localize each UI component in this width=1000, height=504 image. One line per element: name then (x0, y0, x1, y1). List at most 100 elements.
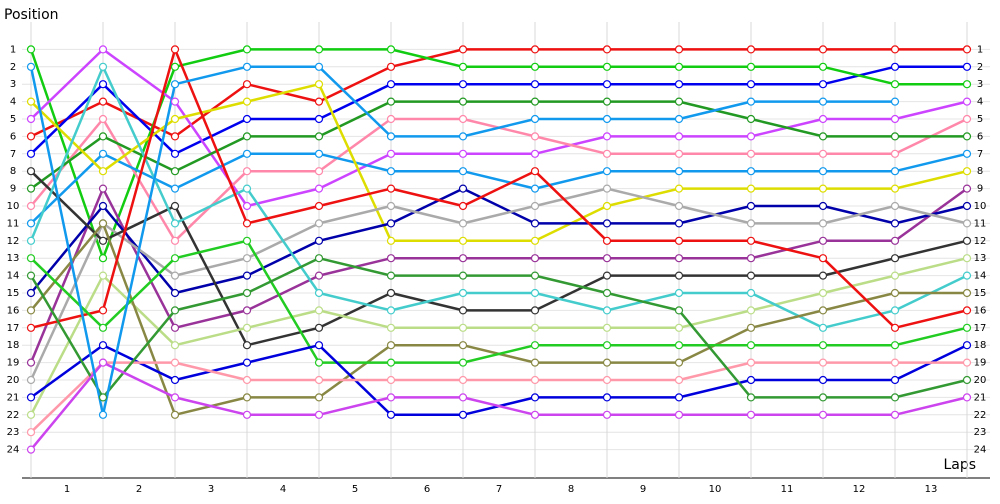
data-point (530, 167, 540, 176)
series-line (30, 48, 967, 138)
data-point (98, 341, 108, 350)
data-point (242, 114, 252, 124)
data-point (602, 201, 612, 211)
data-point (314, 341, 324, 350)
x-tick-label: 5 (352, 484, 358, 495)
data-point (242, 323, 252, 332)
data-point (746, 288, 756, 298)
data-point (962, 184, 972, 193)
y-tick-label: 5 (10, 114, 16, 125)
series-line (30, 239, 968, 364)
data-point (530, 80, 540, 89)
data-point (242, 80, 252, 89)
data-point (818, 254, 828, 263)
data-point (170, 149, 180, 158)
x-tick-label: 3 (208, 484, 214, 495)
data-point (386, 410, 396, 419)
y-tick-label: 13 (7, 253, 20, 264)
data-point (818, 62, 828, 71)
data-point (98, 323, 108, 332)
series-line (29, 65, 968, 330)
data-point (26, 184, 36, 193)
data-point (26, 445, 36, 454)
data-point (890, 62, 900, 71)
data-point (890, 393, 900, 402)
x-tick-label: 8 (568, 484, 574, 495)
y-tick-label-right: 4 (977, 97, 983, 108)
data-point (602, 393, 612, 402)
y-tick-label: 16 (7, 305, 20, 316)
data-point (746, 341, 756, 350)
y-tick-label-right: 5 (977, 114, 983, 125)
data-point (602, 306, 612, 315)
data-point (98, 114, 108, 124)
y-tick-label-right: 10 (974, 201, 987, 212)
data-point (242, 236, 252, 245)
data-point (386, 62, 396, 71)
data-point (530, 149, 540, 158)
data-point (674, 45, 684, 54)
data-point (98, 393, 108, 402)
data-point (962, 358, 972, 367)
data-point (26, 201, 36, 211)
data-point (242, 306, 252, 315)
data-point (530, 254, 540, 263)
data-point (314, 358, 324, 367)
y-tick-label-right: 13 (974, 253, 987, 264)
series-line (29, 187, 968, 364)
data-point (386, 236, 396, 245)
data-point (170, 323, 180, 332)
data-point (170, 306, 180, 315)
data-point (314, 375, 324, 385)
data-point (170, 132, 180, 141)
data-point (890, 236, 900, 245)
series-line (30, 82, 968, 243)
data-point (746, 271, 756, 280)
data-point (674, 236, 684, 245)
data-point (962, 80, 972, 89)
y-tick-label: 1 (10, 44, 16, 55)
y-tick-label-right: 9 (977, 184, 983, 195)
data-point (674, 254, 684, 263)
y-tick-label: 15 (7, 288, 20, 299)
data-point (818, 306, 828, 315)
data-point (818, 393, 828, 402)
data-point (746, 45, 756, 54)
data-point (458, 45, 468, 54)
data-point (890, 323, 900, 332)
data-point (26, 306, 36, 315)
data-point (386, 80, 396, 89)
data-point (746, 323, 756, 332)
data-point (386, 97, 396, 106)
data-point (962, 149, 972, 158)
data-point (26, 271, 36, 280)
data-point (530, 219, 540, 228)
data-point (98, 45, 108, 54)
data-point (746, 393, 756, 402)
data-point (674, 393, 684, 402)
y-tick-label: 12 (7, 236, 20, 247)
data-point (458, 201, 468, 211)
data-point (314, 167, 324, 176)
data-point (314, 149, 324, 158)
y-tick-label: 20 (7, 375, 20, 386)
data-point (314, 97, 324, 106)
data-point (242, 167, 252, 176)
data-point (314, 219, 324, 228)
y-tick-label: 9 (10, 184, 16, 195)
data-point (530, 375, 540, 385)
y-tick-label-right: 3 (977, 79, 983, 90)
x-axis-title: Laps (943, 457, 976, 473)
data-point (890, 80, 900, 89)
y-tick-label-right: 6 (977, 131, 983, 142)
data-point (818, 132, 828, 141)
data-point (314, 393, 324, 402)
data-point (746, 80, 756, 89)
data-point (674, 97, 684, 106)
series-line (29, 187, 968, 381)
y-tick-label: 4 (10, 97, 16, 108)
y-tick-label: 21 (7, 392, 20, 403)
data-point (818, 184, 828, 193)
data-point (674, 410, 684, 419)
y-tick-label-right: 19 (974, 358, 987, 369)
